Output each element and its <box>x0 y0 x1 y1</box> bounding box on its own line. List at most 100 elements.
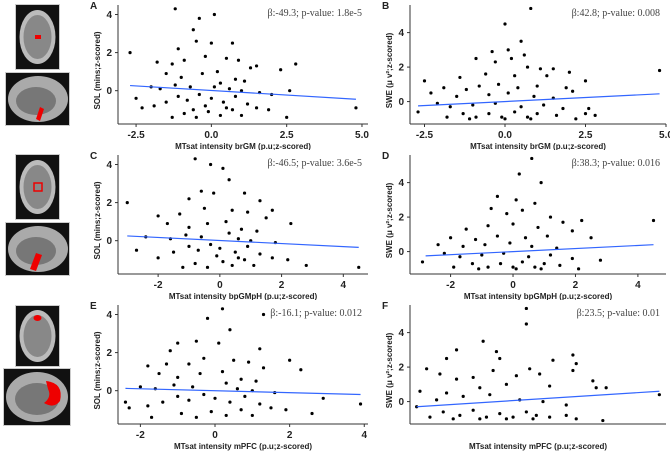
data-point <box>571 368 575 373</box>
data-point <box>531 417 535 421</box>
data-point <box>517 172 521 176</box>
data-point <box>441 410 445 414</box>
data-point <box>155 60 159 64</box>
data-point <box>490 49 494 54</box>
data-point <box>242 79 247 83</box>
data-point <box>583 79 588 83</box>
data-point <box>157 371 161 376</box>
data-point <box>495 194 500 198</box>
data-point <box>564 86 568 90</box>
data-point <box>209 41 213 45</box>
data-point <box>149 415 154 419</box>
data-point <box>532 94 536 99</box>
data-point <box>267 108 271 112</box>
data-point <box>567 70 571 74</box>
x-tick-label: 4 <box>341 280 347 291</box>
x-tick-label: 4 <box>361 430 367 441</box>
data-point <box>279 68 283 72</box>
regression-line <box>425 244 654 257</box>
data-point <box>486 265 490 269</box>
data-point <box>255 229 259 233</box>
data-point <box>179 75 183 79</box>
data-point <box>554 113 559 117</box>
data-point <box>454 377 459 381</box>
data-point <box>570 256 574 261</box>
data-point <box>589 236 593 240</box>
data-point <box>500 115 504 119</box>
data-point <box>461 244 465 249</box>
data-point <box>467 117 472 121</box>
x-tick-label: -2.5 <box>127 130 145 141</box>
data-point <box>239 408 243 412</box>
data-point <box>185 98 189 102</box>
data-point <box>442 86 446 90</box>
data-point <box>164 71 168 76</box>
data-point <box>493 60 497 64</box>
data-point <box>236 237 240 241</box>
data-point <box>651 218 656 223</box>
data-point <box>194 415 198 419</box>
y-tick-label: 0 <box>398 247 404 258</box>
data-point <box>504 417 509 421</box>
data-point <box>484 415 489 419</box>
data-point <box>483 243 487 247</box>
data-point <box>451 417 455 421</box>
data-point <box>205 265 210 269</box>
data-point <box>513 74 517 78</box>
data-point <box>542 262 546 266</box>
data-point <box>444 391 449 395</box>
data-point <box>239 89 244 93</box>
scatter-plot-b: B 0 2 4 -2.5 0.0 2.5 5.0 MTsat intensity brGM (p… <box>382 1 670 150</box>
data-point <box>514 198 518 202</box>
x-axis-label: MTsat intensity brGM (p.u;z-scored) <box>470 142 606 150</box>
regression-line <box>127 235 359 248</box>
y-axis-label: SOL (mins;z-scored) <box>93 181 102 259</box>
data-point <box>230 41 235 45</box>
data-point <box>224 381 228 385</box>
scatter-panel-c: C 0 2 4 -2 0 2 4 MTsat intensity bpGMpH (p.u;z-s… <box>78 150 370 300</box>
x-tick-label: 0 <box>510 280 516 291</box>
data-point <box>542 103 546 107</box>
data-point <box>508 241 512 245</box>
data-point <box>205 221 210 226</box>
data-point <box>191 385 195 389</box>
data-point <box>470 262 475 266</box>
data-point <box>524 322 528 326</box>
data-point <box>445 115 449 119</box>
data-point <box>299 368 303 372</box>
data-point <box>416 110 420 114</box>
stat-annotation: β:-49.3; p-value: 1.8e-5 <box>267 8 362 19</box>
data-point <box>285 115 289 119</box>
data-point <box>452 265 456 269</box>
data-point <box>551 358 555 362</box>
y-axis-label: SWE (μ v²;z-scored) <box>385 332 394 408</box>
data-point <box>474 115 478 119</box>
data-point <box>525 65 530 69</box>
x-tick-label: 0.0 <box>204 130 218 141</box>
data-point <box>548 384 552 388</box>
data-point <box>261 312 266 317</box>
data-point <box>551 67 555 71</box>
y-tick-label: 0 <box>398 97 404 108</box>
data-point <box>236 58 241 62</box>
data-point <box>170 115 174 119</box>
data-point <box>212 191 216 195</box>
data-point <box>524 306 528 311</box>
data-point <box>548 253 553 257</box>
data-point <box>533 201 537 205</box>
data-point <box>270 256 274 260</box>
data-point <box>657 68 662 73</box>
data-point <box>194 115 198 119</box>
data-point <box>520 260 524 264</box>
data-point <box>539 267 543 271</box>
data-point <box>428 415 432 419</box>
x-tick-label: 2.5 <box>579 130 593 141</box>
y-tick-label: 4 <box>398 28 404 39</box>
data-point <box>527 255 531 259</box>
data-point <box>561 220 565 224</box>
x-tick-label: -2 <box>154 280 163 291</box>
data-point <box>258 252 262 256</box>
regression-line <box>418 93 660 107</box>
data-point <box>176 394 180 398</box>
brain-sagittal-image-mpfc <box>3 368 71 426</box>
